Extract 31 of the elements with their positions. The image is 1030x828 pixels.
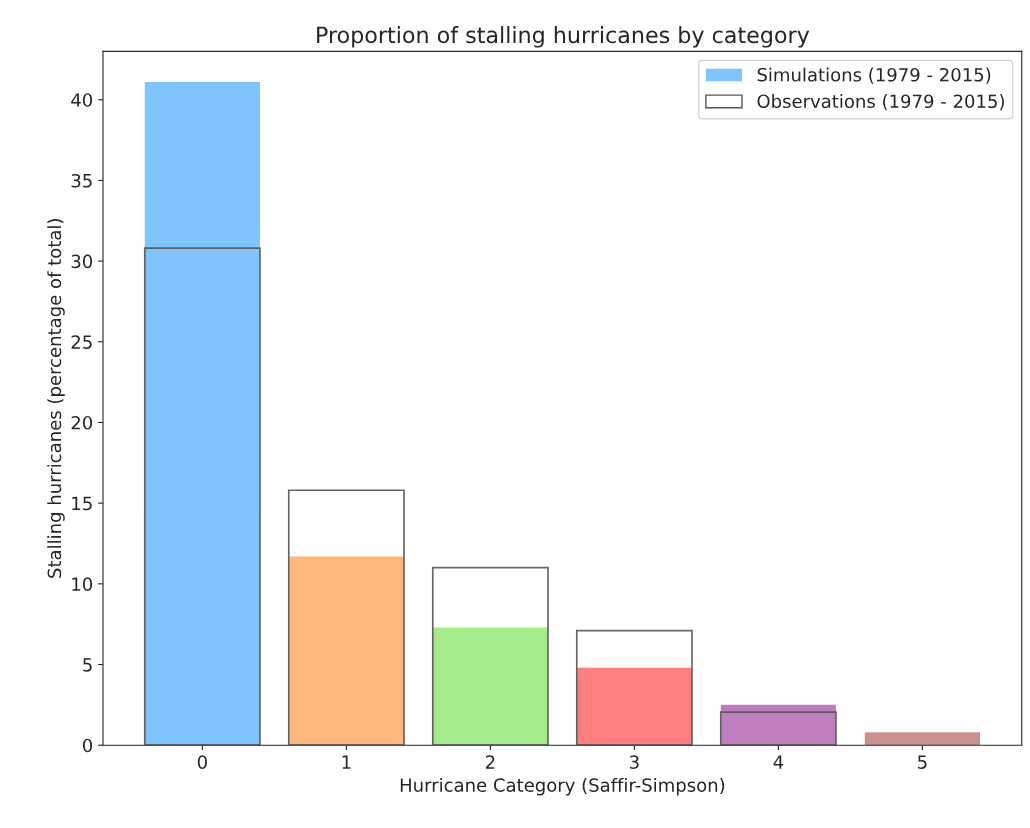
bar	[431, 566, 549, 746]
legend-label: Simulations (1979 - 2015)	[757, 67, 991, 84]
x-tick-label: 5	[918, 755, 927, 769]
y-tick-label: 40	[71, 93, 93, 107]
chart-title: Proportion of stalling hurricanes by category	[317, 26, 810, 48]
x-tick-label: 4	[773, 755, 784, 769]
bar	[288, 556, 404, 746]
x-axis-title: Hurricane Category (Saffir-Simpson)	[400, 777, 725, 796]
y-tick-label: 30	[71, 254, 93, 269]
y-tick-label: 10	[72, 577, 93, 591]
y-tick-label: 25	[71, 335, 92, 349]
bar	[144, 82, 260, 746]
y-tick-label: 0	[82, 738, 93, 753]
bar	[576, 667, 692, 746]
x-tick-label: 2	[485, 755, 495, 769]
bar	[719, 711, 837, 746]
x-tick-label: 3	[630, 755, 639, 769]
y-tick-label: 5	[83, 658, 92, 672]
legend-label: Observations (1979 - 2015)	[757, 94, 1004, 111]
bar	[864, 732, 980, 746]
y-tick-label: 35	[71, 173, 92, 188]
bar	[575, 629, 693, 746]
y-axis-title: Stalling hurricanes (percentage of total)	[47, 219, 65, 578]
bar	[432, 627, 548, 746]
x-tick-label: 1	[342, 755, 351, 769]
bar	[720, 704, 836, 746]
bar	[143, 247, 261, 746]
bar	[287, 489, 405, 746]
x-tick-label: 0	[197, 755, 207, 769]
y-tick-label: 20	[71, 415, 93, 430]
y-tick-label: 15	[72, 496, 92, 511]
